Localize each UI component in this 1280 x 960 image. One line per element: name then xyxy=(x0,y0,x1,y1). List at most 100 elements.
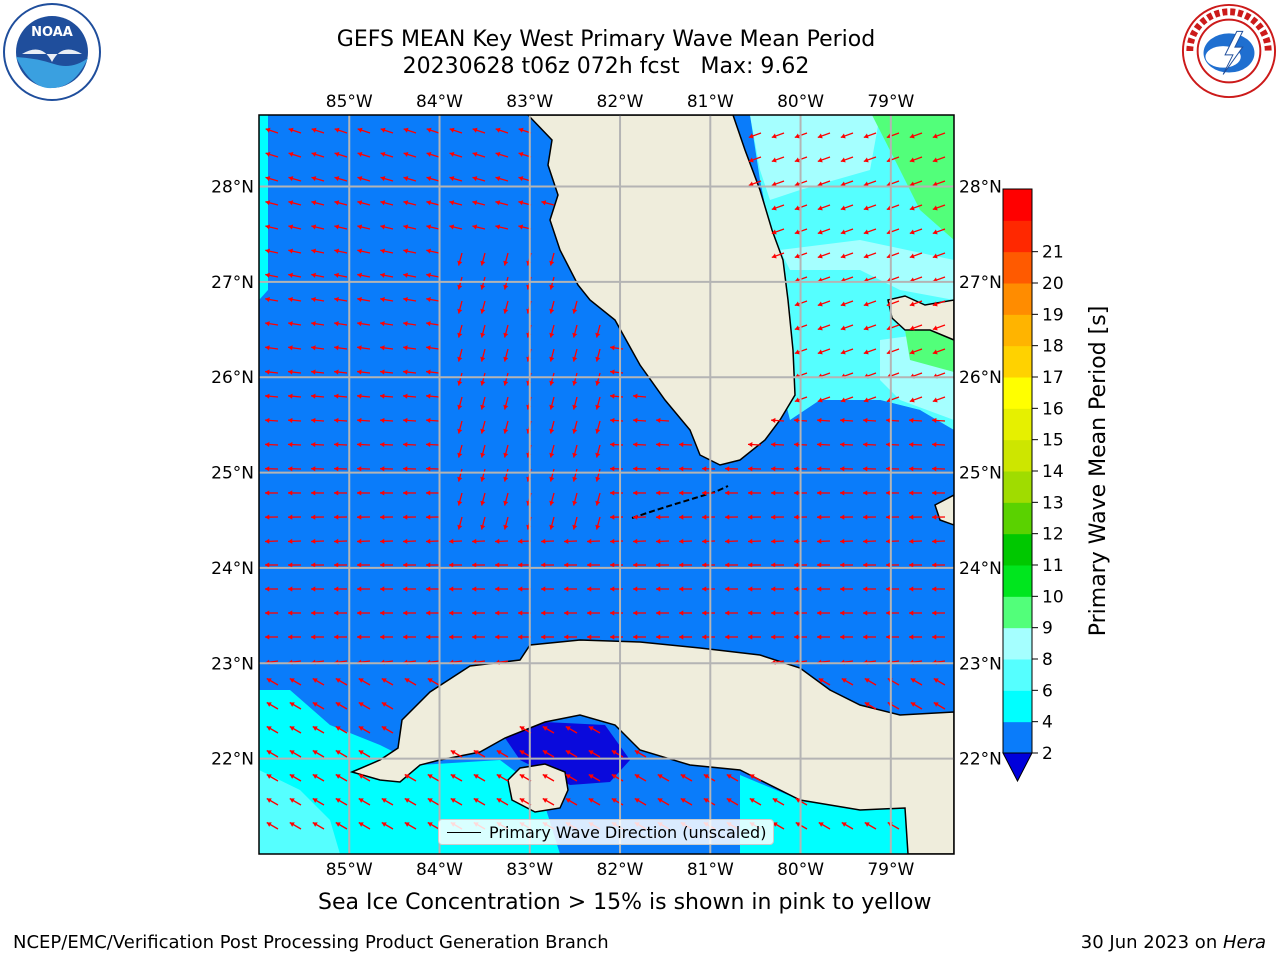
wave-arrow-head xyxy=(541,610,546,616)
colorbar-segment xyxy=(1003,439,1032,472)
colorbar-tick-label: 16 xyxy=(1042,399,1064,419)
wave-arrow-head xyxy=(334,562,339,568)
wave-arrow-head xyxy=(288,538,293,544)
wave-arrow-head xyxy=(357,369,362,375)
period-band-4-6-cuba xyxy=(740,775,908,854)
wave-arrow-head xyxy=(449,538,454,544)
wave-arrow-head xyxy=(909,466,914,472)
wave-arrow-head xyxy=(610,393,615,399)
wave-arrow-head xyxy=(702,610,707,616)
lon-tick-label: 81°W xyxy=(687,92,734,112)
wave-arrow-head xyxy=(265,296,270,303)
wave-arrow-head xyxy=(496,750,502,755)
wave-arrow-head xyxy=(610,586,615,592)
wave-arrow-head xyxy=(817,490,822,496)
wave-arrow-head xyxy=(473,774,479,779)
wave-arrow-head xyxy=(863,133,869,139)
wave-arrow-head xyxy=(480,308,486,314)
wave-arrow-head xyxy=(289,774,295,779)
wave-arrow-head xyxy=(886,586,891,592)
cuba-land xyxy=(349,639,954,854)
wave-arrow-head xyxy=(480,380,486,386)
wave-arrow-head xyxy=(265,490,270,496)
wave-arrow-head xyxy=(472,586,477,592)
wave-arrow-head xyxy=(519,726,525,731)
wave-arrow-head xyxy=(288,176,294,182)
wave-arrow-head xyxy=(334,586,339,592)
wave-arrow-head xyxy=(519,798,525,803)
wave-arrow-head xyxy=(288,296,293,303)
wave-arrow-head xyxy=(771,157,777,163)
wave-arrow-head xyxy=(480,476,486,482)
wave-arrow-head xyxy=(771,466,776,472)
wave-arrow-head xyxy=(595,332,601,338)
wave-arrow-head xyxy=(265,176,271,182)
credit-host: Hera xyxy=(1222,932,1266,953)
wave-arrow-head xyxy=(633,538,638,544)
wave-arrow-head xyxy=(863,610,868,616)
wave-arrow-head xyxy=(863,490,868,496)
colorbar-segment xyxy=(1003,471,1032,503)
wave-arrow-head xyxy=(794,586,799,592)
wave-arrow-head xyxy=(748,442,753,448)
wave-arrow-head xyxy=(886,514,891,520)
sea-ice-note: Sea Ice Concentration > 15% is shown in … xyxy=(318,890,932,915)
colorbar-segment xyxy=(1003,596,1032,629)
wave-arrow-head xyxy=(932,325,938,331)
wave-arrow-head xyxy=(748,634,753,640)
wave-arrow-head xyxy=(358,702,364,707)
colorbar-tick-label: 18 xyxy=(1042,337,1064,357)
wave-arrow-head xyxy=(334,417,339,423)
wave-arrow-head xyxy=(311,369,316,375)
wave-arrow-head xyxy=(334,345,339,351)
wave-arrow-head xyxy=(633,442,638,448)
lat-tick-label: 26°N xyxy=(211,368,254,388)
wave-arrow-head xyxy=(748,490,753,496)
lat-tick-label: 28°N xyxy=(959,178,1002,198)
wave-arrow-head xyxy=(564,634,569,640)
wave-arrow-head xyxy=(725,538,730,544)
wave-arrow-head xyxy=(495,586,500,592)
wave-arrow-head xyxy=(634,798,640,803)
wave-arrow-head xyxy=(840,157,846,163)
wave-arrow-head xyxy=(288,369,293,375)
period-band-9-10-2 xyxy=(905,325,954,372)
wave-arrow-head xyxy=(886,466,891,472)
wave-arrow-head xyxy=(427,678,433,683)
wave-arrow-head xyxy=(932,417,937,423)
wave-arrow-head xyxy=(909,417,914,423)
wave-arrow-head xyxy=(289,822,295,827)
wave-arrow-head xyxy=(334,296,339,303)
wave-arrow-head xyxy=(334,610,339,616)
wave-arrow-head xyxy=(932,610,937,616)
wave-arrow-head xyxy=(403,417,408,423)
wave-arrow-head xyxy=(380,393,385,399)
wave-arrow-head xyxy=(932,538,937,544)
wave-arrow-head xyxy=(679,466,684,472)
wave-arrow-head xyxy=(572,428,578,434)
wave-arrow-head xyxy=(403,466,408,472)
wave-arrow-head xyxy=(518,151,524,157)
period-band-4-6 xyxy=(259,115,268,300)
axis-ticks: 85°W 85°W 84°W 84°W 83°W 83°W 82°W 82°W 81°W 81°W… xyxy=(211,92,1002,880)
wave-arrow-head xyxy=(480,428,486,434)
wave-arrow-head xyxy=(817,181,823,187)
wave-arrow-head xyxy=(472,176,478,182)
wave-arrow-head xyxy=(311,176,317,182)
wave-arrow-head xyxy=(909,133,915,139)
wave-arrow-head xyxy=(312,726,318,731)
colorbar: 2 4 6 8 9 10 11 12 13 14 15 16 17 18 19 20 21 Primary Wav… xyxy=(1002,188,1111,783)
wave-arrow-head xyxy=(427,798,433,803)
wave-arrow-head xyxy=(771,133,777,139)
lat-tick-label: 23°N xyxy=(959,654,1002,674)
wave-arrow-head xyxy=(794,466,799,472)
wave-arrow-head xyxy=(726,798,732,803)
bahamas-land xyxy=(887,295,954,341)
wave-arrow-head xyxy=(863,349,869,355)
wave-arrow-head xyxy=(909,157,915,163)
wave-arrow-head xyxy=(380,442,385,448)
wave-arrow-head xyxy=(503,404,509,410)
wave-arrow-head xyxy=(380,490,385,496)
wave-arrow-head xyxy=(817,325,823,331)
wave-arrow-head xyxy=(404,798,410,803)
